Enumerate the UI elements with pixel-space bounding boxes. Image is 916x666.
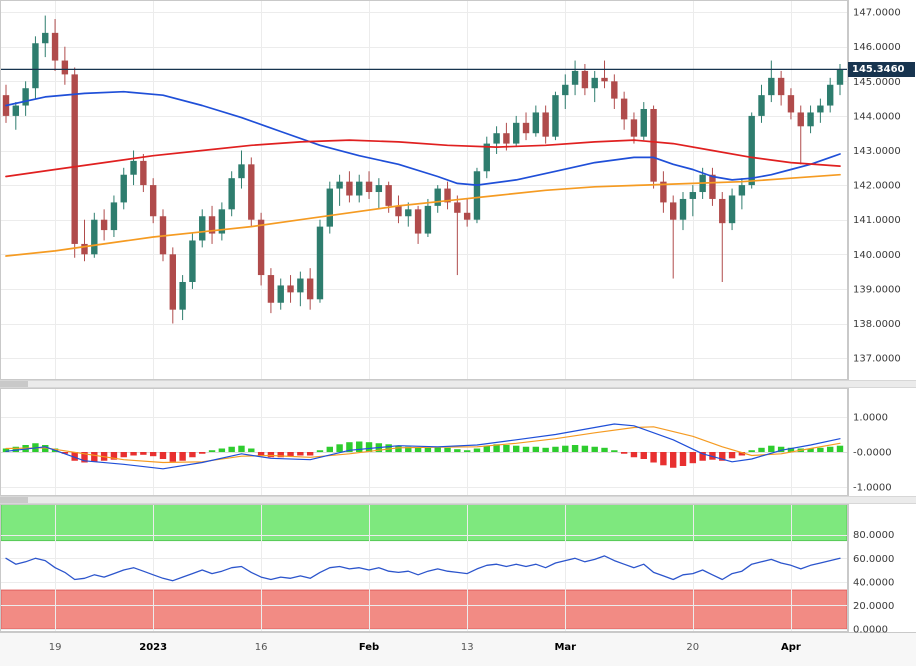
ma-red-mid bbox=[5, 139, 841, 178]
svg-text:2023: 2023 bbox=[139, 642, 167, 653]
svg-text:139.0000: 139.0000 bbox=[853, 284, 901, 295]
current-price-badge: 145.3460 bbox=[848, 62, 915, 77]
price-axis-labels: 147.0000 146.0000 145.0000 144.0000 143.0000… bbox=[853, 8, 901, 365]
svg-text:-0.0000: -0.0000 bbox=[853, 448, 892, 459]
time-axis-labels: 19 2023 16 Feb 13 Mar 20 Apr bbox=[49, 642, 801, 653]
svg-text:Mar: Mar bbox=[554, 642, 576, 653]
xaxis-background bbox=[0, 633, 916, 666]
macd-axis-labels: 1.0000 -0.0000 -1.0000 bbox=[853, 413, 892, 494]
panel-resize-handle-oscillator[interactable] bbox=[0, 496, 916, 504]
svg-text:Apr: Apr bbox=[781, 642, 801, 653]
svg-text:141.0000: 141.0000 bbox=[853, 215, 901, 226]
svg-text:19: 19 bbox=[49, 642, 62, 653]
svg-text:16: 16 bbox=[255, 642, 268, 653]
resize-grip-icon bbox=[0, 381, 28, 387]
svg-text:145.0000: 145.0000 bbox=[853, 77, 901, 88]
svg-text:143.0000: 143.0000 bbox=[853, 146, 901, 157]
svg-text:13: 13 bbox=[461, 642, 474, 653]
svg-text:144.0000: 144.0000 bbox=[853, 111, 901, 122]
svg-text:80.0000: 80.0000 bbox=[853, 530, 894, 541]
svg-text:137.0000: 137.0000 bbox=[853, 354, 901, 365]
svg-text:1.0000: 1.0000 bbox=[853, 413, 888, 424]
candles-layer bbox=[2, 15, 844, 324]
oscillator-line bbox=[5, 555, 841, 582]
ma-blue-fast bbox=[5, 90, 841, 186]
moving-averages-layer bbox=[5, 90, 841, 257]
svg-text:Feb: Feb bbox=[359, 642, 379, 653]
svg-text:147.0000: 147.0000 bbox=[853, 8, 901, 19]
svg-text:138.0000: 138.0000 bbox=[853, 319, 901, 330]
svg-text:140.0000: 140.0000 bbox=[853, 250, 901, 261]
panel-borders bbox=[0, 0, 916, 633]
svg-text:20.0000: 20.0000 bbox=[853, 601, 894, 612]
svg-text:40.0000: 40.0000 bbox=[853, 577, 894, 588]
panel-resize-handle-macd[interactable] bbox=[0, 380, 916, 388]
svg-text:20: 20 bbox=[686, 642, 699, 653]
svg-text:60.0000: 60.0000 bbox=[853, 554, 894, 565]
svg-text:142.0000: 142.0000 bbox=[853, 181, 901, 192]
svg-text:0.0000: 0.0000 bbox=[853, 625, 888, 636]
macd-main-line bbox=[5, 423, 841, 470]
oscillator-axis-labels: 80.0000 60.0000 40.0000 20.0000 0.0000 bbox=[853, 530, 894, 635]
resize-grip-icon bbox=[0, 497, 28, 503]
ma-orange-slow bbox=[5, 173, 841, 257]
macd-lines bbox=[5, 423, 841, 470]
oscillator-line-layer bbox=[5, 555, 841, 582]
oscillator-zones bbox=[0, 504, 848, 630]
macd-signal-line bbox=[5, 426, 841, 464]
svg-text:146.0000: 146.0000 bbox=[853, 42, 901, 53]
svg-text:-1.0000: -1.0000 bbox=[853, 483, 892, 494]
